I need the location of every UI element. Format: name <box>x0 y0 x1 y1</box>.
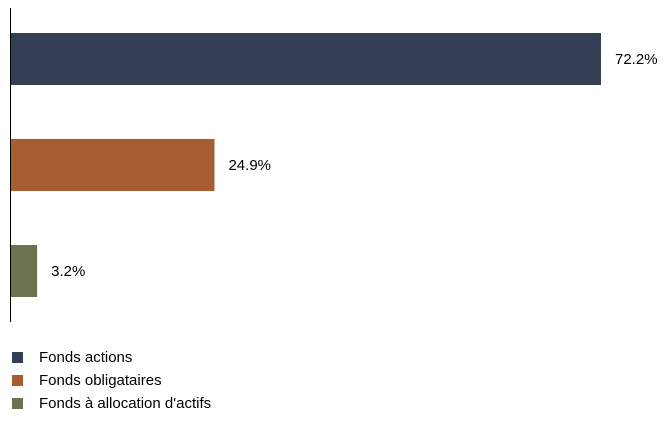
legend-label-fonds-obligataires: Fonds obligataires <box>39 372 162 389</box>
bar-fonds-obligataires <box>11 139 215 191</box>
legend-swatch-fonds-actions <box>12 352 23 363</box>
bar-chart: 72.2% 24.9% 3.2% <box>10 8 658 322</box>
data-label-fonds-allocation-actifs: 3.2% <box>51 263 85 280</box>
legend: Fonds actions Fonds obligataires Fonds à… <box>12 346 652 415</box>
legend-swatch-fonds-allocation-actifs <box>12 398 23 409</box>
legend-item-fonds-allocation-actifs: Fonds à allocation d'actifs <box>12 392 652 415</box>
bar-fonds-actions <box>11 33 601 85</box>
data-label-fonds-actions: 72.2% <box>615 51 658 68</box>
bar-fonds-allocation-actifs <box>11 245 38 297</box>
legend-item-fonds-actions: Fonds actions <box>12 346 652 369</box>
legend-swatch-fonds-obligataires <box>12 375 23 386</box>
legend-label-fonds-actions: Fonds actions <box>39 349 133 366</box>
legend-label-fonds-allocation-actifs: Fonds à allocation d'actifs <box>39 395 212 412</box>
legend-item-fonds-obligataires: Fonds obligataires <box>12 369 652 392</box>
data-label-fonds-obligataires: 24.9% <box>228 157 271 174</box>
